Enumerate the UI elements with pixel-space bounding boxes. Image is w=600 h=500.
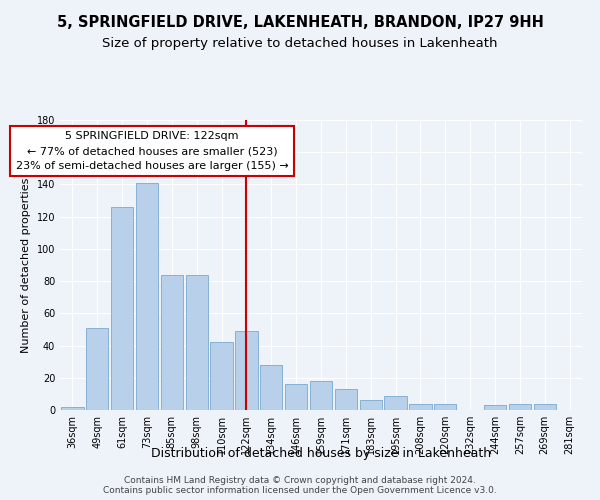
Y-axis label: Number of detached properties: Number of detached properties (21, 178, 31, 352)
Text: Size of property relative to detached houses in Lakenheath: Size of property relative to detached ho… (102, 38, 498, 51)
Bar (285, 384, 307, 410)
Bar (359, 400, 382, 410)
Bar (434, 404, 457, 410)
Bar (385, 396, 407, 410)
Bar (533, 404, 556, 410)
Bar (136, 183, 158, 410)
Bar (185, 274, 208, 410)
Text: Contains HM Land Registry data © Crown copyright and database right 2024.
Contai: Contains HM Land Registry data © Crown c… (103, 476, 497, 495)
Bar (161, 274, 183, 410)
Bar (235, 331, 257, 410)
Bar (111, 207, 133, 410)
Bar (260, 365, 283, 410)
Bar (484, 405, 506, 410)
Bar (335, 389, 357, 410)
Text: Distribution of detached houses by size in Lakenheath: Distribution of detached houses by size … (151, 448, 491, 460)
Bar (310, 381, 332, 410)
Bar (211, 342, 233, 410)
Bar (509, 404, 531, 410)
Bar (86, 328, 109, 410)
Text: 5 SPRINGFIELD DRIVE: 122sqm
← 77% of detached houses are smaller (523)
23% of se: 5 SPRINGFIELD DRIVE: 122sqm ← 77% of det… (16, 132, 289, 171)
Text: 5, SPRINGFIELD DRIVE, LAKENHEATH, BRANDON, IP27 9HH: 5, SPRINGFIELD DRIVE, LAKENHEATH, BRANDO… (56, 15, 544, 30)
Bar (409, 404, 431, 410)
Bar (61, 407, 83, 410)
